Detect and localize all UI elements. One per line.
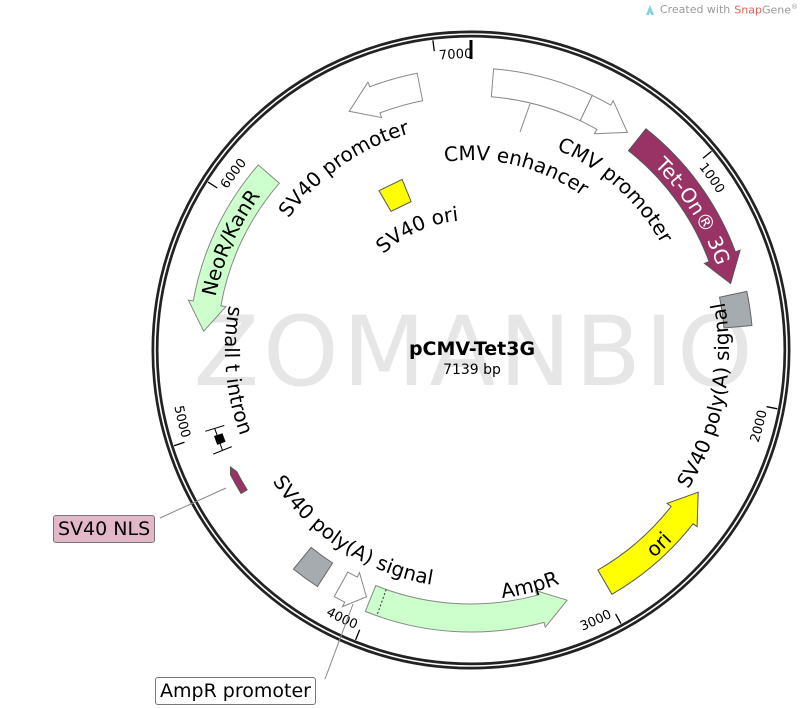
ampr-promoter-callout[interactable]: AmpR promoter xyxy=(155,677,316,705)
cmv-promoter-feature[interactable] xyxy=(579,94,629,135)
tick-label-text: 2000 xyxy=(748,409,771,445)
tick-label: 7000 xyxy=(438,47,472,64)
credit-mark: ® xyxy=(791,3,798,11)
watermark: ZOMANBIO xyxy=(193,296,756,408)
credit-prefix: Created with xyxy=(659,3,731,17)
tick-label-text: 5000 xyxy=(170,404,192,439)
sv40-nls-callout[interactable]: SV40 NLS xyxy=(53,515,156,543)
tick-label-text: 3000 xyxy=(578,607,614,634)
tick-mark xyxy=(702,150,712,159)
plasmid-name: pCMV-Tet3G xyxy=(409,338,535,360)
tet-on-3g-feature[interactable] xyxy=(627,128,741,285)
sv40-ori-label: SV40 ori xyxy=(371,202,459,258)
neor-kanr-feature[interactable] xyxy=(187,164,281,333)
tick-mark xyxy=(615,613,622,624)
cmv-enhancer-leader xyxy=(519,103,531,133)
tick-mark xyxy=(354,629,361,641)
snapgene-credit: Created with SnapGene® xyxy=(644,3,798,17)
tick-label-text: 7000 xyxy=(438,47,472,64)
ampr-feature[interactable] xyxy=(364,584,568,633)
sv40-ori-feature[interactable] xyxy=(378,178,412,213)
backbone-inner xyxy=(154,33,788,667)
tet-on-3g-label: Tet-On® 3G xyxy=(650,152,735,268)
credit-brand: Snap xyxy=(734,3,762,17)
tick-label: 3000 xyxy=(578,607,614,634)
tick-mark xyxy=(207,181,218,189)
tick-label: 2000 xyxy=(748,409,771,445)
tick-label: 5000 xyxy=(170,404,192,439)
sv40-polya-signal-2-label-text: SV40 poly(A) signal xyxy=(268,470,435,589)
ampr-promoter-feature[interactable] xyxy=(333,571,368,608)
tick-mark xyxy=(173,441,185,447)
snapgene-logo-icon xyxy=(645,4,654,15)
sv40-nls-feature[interactable] xyxy=(229,466,248,495)
sv40-polya-signal-1-feature[interactable] xyxy=(718,290,753,329)
credit-brand-suffix: Gene xyxy=(761,3,791,17)
cmv-enhancer-feature[interactable] xyxy=(490,68,593,122)
sv40-promoter-feature[interactable] xyxy=(348,72,424,119)
tick-mark xyxy=(432,40,435,52)
sv40-nls-leader xyxy=(159,487,227,519)
plasmid-length: 7139 bp xyxy=(443,362,501,378)
ampr-promoter-leader xyxy=(324,603,354,680)
sv40-ori-label-text: SV40 ori xyxy=(371,202,459,258)
sv40-polya-signal-2-label: SV40 poly(A) signal xyxy=(268,470,435,589)
sv40-polya-signal-2-feature[interactable] xyxy=(292,546,334,588)
tick-mark xyxy=(766,406,778,410)
ori-feature[interactable] xyxy=(597,491,699,595)
small-t-intron-feature[interactable] xyxy=(205,425,232,455)
ampr-signal-sequence-divider xyxy=(376,589,387,616)
tet-on-3g-label-text: Tet-On® 3G xyxy=(650,152,735,268)
